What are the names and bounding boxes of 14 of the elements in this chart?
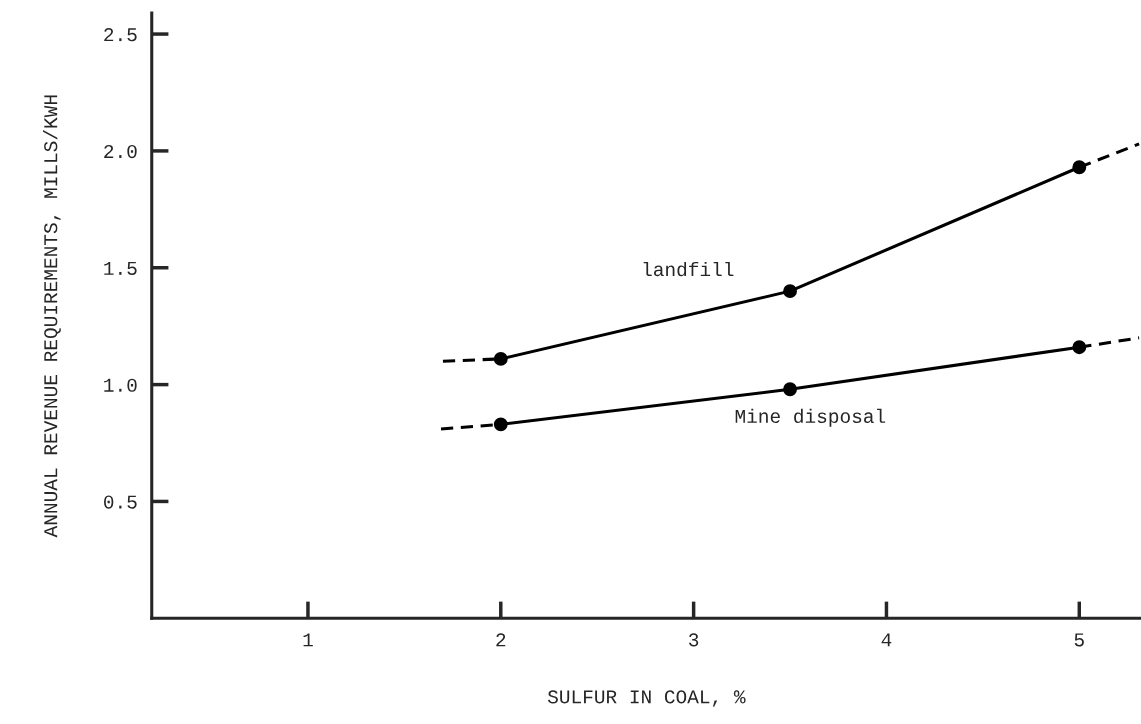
series-label: landfill	[643, 261, 734, 277]
x-tick-label: 5	[1074, 633, 1084, 647]
series-label: Mine disposal	[735, 408, 886, 427]
x-tick-label: 3	[689, 633, 699, 647]
y-tick-label: 2.0	[104, 144, 137, 159]
y-tick-label: 1.0	[104, 378, 137, 392]
y-tick-label: 1.5	[104, 261, 137, 275]
y-tick-label: 0.5	[104, 495, 137, 509]
x-tick-label: 4	[881, 633, 892, 647]
y-axis-title: ANNUAL REVENUE REQUIREMENTS, MILLS/KWH	[43, 95, 61, 538]
x-axis-title: SULFUR IN COAL, %	[547, 690, 746, 707]
x-tick-label: 1	[303, 633, 313, 647]
x-tick-label: 2	[496, 633, 506, 647]
y-tick-label: 2.5	[104, 28, 137, 42]
